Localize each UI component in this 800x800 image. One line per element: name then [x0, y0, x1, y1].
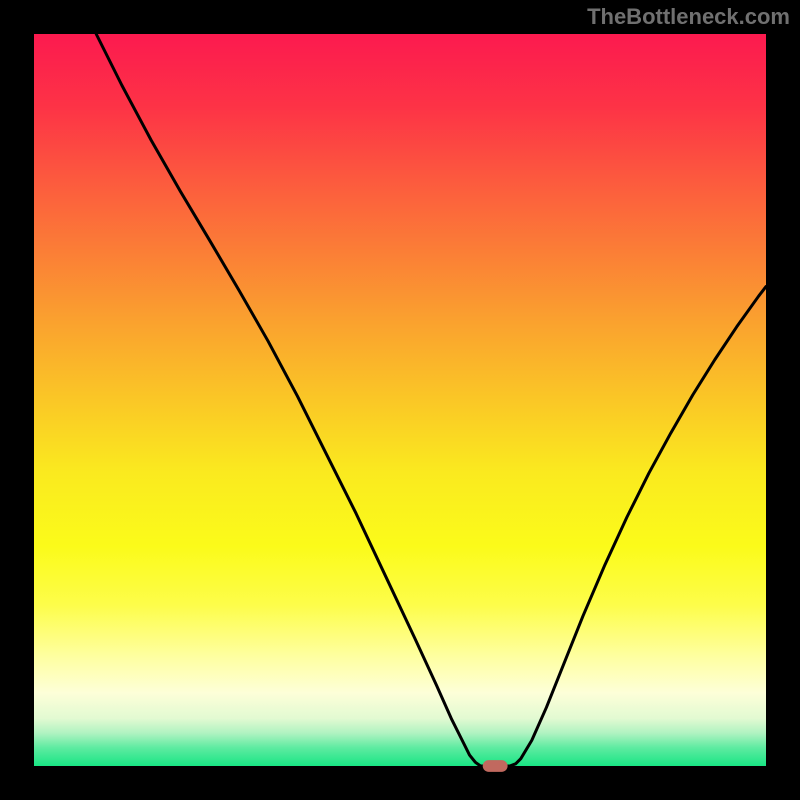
chart-plot-background	[34, 34, 766, 766]
bottleneck-chart	[0, 0, 800, 800]
watermark-text: TheBottleneck.com	[587, 4, 790, 30]
optimal-marker	[483, 760, 508, 772]
